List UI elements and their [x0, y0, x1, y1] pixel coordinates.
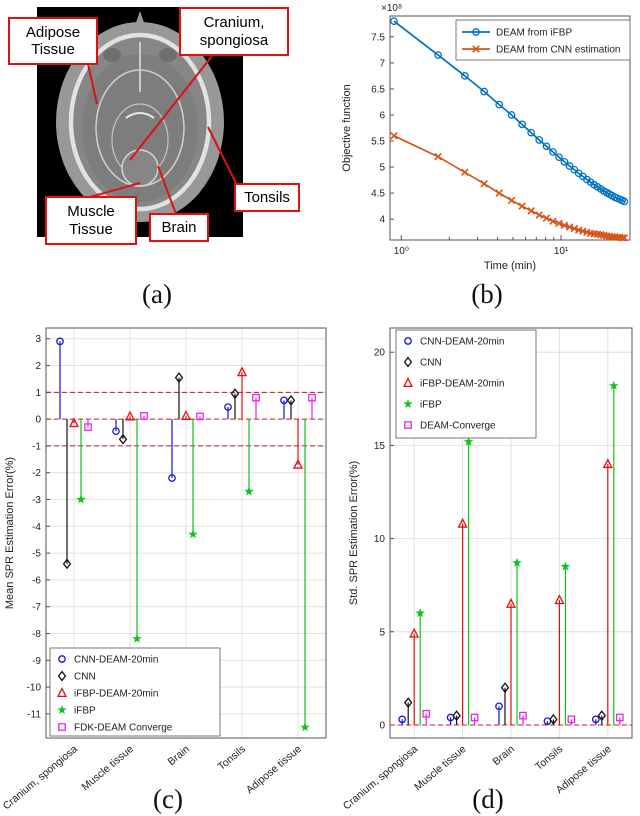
svg-text:0: 0	[379, 720, 385, 731]
callout-line-muscle	[89, 182, 141, 198]
svg-text:5: 5	[379, 627, 385, 638]
callout-line-tonsils	[207, 126, 238, 186]
svg-text:10: 10	[374, 534, 386, 545]
panel-a-ct-image: Adipose Tissue Cranium, spongiosa Muscle…	[0, 0, 320, 280]
cerebellum-contour	[121, 149, 159, 187]
svg-text:Brain: Brain	[165, 743, 192, 768]
svg-text:4: 4	[379, 215, 385, 226]
caption-b: (b)	[471, 279, 503, 309]
svg-text:-7: -7	[32, 602, 41, 613]
series-1	[390, 132, 629, 242]
svg-text:DEAM from iFBP: DEAM from iFBP	[496, 28, 572, 39]
svg-text:20: 20	[374, 348, 386, 359]
label-cranium-spongiosa: Cranium, spongiosa	[179, 7, 289, 56]
series-3	[415, 380, 619, 725]
svg-text:-3: -3	[32, 495, 41, 506]
series-2	[68, 366, 304, 469]
brain-region	[82, 54, 198, 202]
svg-text:-4: -4	[32, 522, 41, 533]
series-1	[403, 682, 607, 725]
axes: 0 5 10 15 20 Std. SPR Estimation Error(%)	[348, 327, 633, 739]
series-4	[84, 393, 316, 432]
panel-b-objective-chart: 4 4.5 5 5.5 6 6.5 7 7.5 10⁰ 10¹ ×10⁸ Time (min) Obje…	[341, 3, 631, 272]
svg-text:iFBP: iFBP	[420, 400, 442, 411]
svg-text:CNN-DEAM-20min: CNN-DEAM-20min	[420, 337, 504, 348]
svg-text:CNN: CNN	[420, 358, 442, 369]
series-2	[409, 458, 613, 725]
label-tonsils: Tonsils	[234, 183, 300, 212]
svg-text:FDK-DEAM Converge: FDK-DEAM Converge	[74, 723, 173, 734]
axes: 3 2 1 0 -1 -2 -3 -4 -5 -6 -7 -8 -9 -10 -11 Mean SPR Est…	[4, 327, 327, 739]
svg-text:-11: -11	[27, 709, 41, 720]
label-adipose-tissue: Adipose Tissue	[8, 17, 98, 65]
svg-text:0: 0	[35, 415, 41, 426]
svg-text:iFBP: iFBP	[74, 706, 96, 717]
svg-text:iFBP-DEAM-20min: iFBP-DEAM-20min	[420, 379, 504, 390]
legend: DEAM from iFBP DEAM from CNN estimation	[455, 19, 631, 61]
caption-c: (c)	[153, 784, 183, 814]
series-1	[62, 372, 296, 570]
callout-line-adipose	[87, 63, 98, 105]
svg-text:10¹: 10¹	[554, 246, 569, 257]
svg-text:15: 15	[374, 441, 386, 452]
svg-text:Tonsils: Tonsils	[216, 743, 248, 773]
svg-text:DEAM from CNN estimation: DEAM from CNN estimation	[496, 45, 620, 56]
svg-text:CNN: CNN	[74, 672, 96, 683]
svg-text:Std. SPR Estimation Error(%): Std. SPR Estimation Error(%)	[348, 461, 360, 605]
series-3	[76, 419, 310, 732]
label-brain: Brain	[149, 213, 209, 242]
svg-text:-6: -6	[32, 575, 41, 586]
panel-c-mean-error-chart: 3 2 1 0 -1 -2 -3 -4 -5 -6 -7 -8 -9 -10 -11 Mean SPR Est…	[1, 327, 327, 812]
svg-text:10⁰: 10⁰	[394, 246, 409, 257]
callout-line-brain	[157, 165, 177, 215]
svg-text:6.5: 6.5	[371, 84, 385, 95]
head-anatomy	[56, 11, 224, 222]
svg-text:×10⁸: ×10⁸	[381, 3, 402, 14]
svg-text:5.5: 5.5	[371, 137, 385, 148]
svg-text:7: 7	[379, 58, 385, 69]
caption-a: (a)	[142, 279, 172, 309]
ventricle-contour	[125, 112, 155, 119]
svg-text:Mean SPR Estimation Error(%): Mean SPR Estimation Error(%)	[4, 457, 16, 609]
svg-text:2: 2	[35, 361, 41, 372]
caption-d: (d)	[472, 784, 504, 814]
svg-text:3: 3	[35, 334, 41, 345]
svg-text:Cranium, spongiosa: Cranium, spongiosa	[1, 743, 80, 812]
legend: CNN-DEAM-20min CNN iFBP-DEAM-20min iFBP FDK-…	[49, 647, 221, 737]
svg-text:iFBP-DEAM-20min: iFBP-DEAM-20min	[74, 689, 158, 700]
svg-text:-8: -8	[32, 629, 41, 640]
svg-text:Adipose tissue: Adipose tissue	[244, 743, 304, 796]
callout-line-cranium	[129, 55, 213, 161]
svg-text:5: 5	[379, 163, 385, 174]
svg-text:-9: -9	[32, 656, 41, 667]
axes: 4 4.5 5 5.5 6 6.5 7 7.5 10⁰ 10¹ ×10⁸ Time (min) Obje…	[341, 3, 631, 272]
svg-text:4.5: 4.5	[371, 189, 385, 200]
svg-text:6: 6	[379, 110, 385, 121]
series-0	[390, 17, 629, 206]
svg-text:-1: -1	[32, 441, 41, 452]
svg-text:-5: -5	[32, 549, 41, 560]
svg-text:-10: -10	[27, 683, 42, 694]
svg-text:DEAM-Converge: DEAM-Converge	[420, 421, 496, 432]
series-4	[422, 709, 624, 725]
svg-text:-2: -2	[32, 468, 41, 479]
callout-lines	[87, 55, 238, 215]
svg-text:Objective function: Objective function	[341, 84, 353, 171]
svg-text:Cranium, spongiosa: Cranium, spongiosa	[341, 743, 420, 812]
svg-text:1: 1	[35, 388, 41, 399]
svg-text:7.5: 7.5	[371, 32, 385, 43]
svg-text:Time (min): Time (min)	[484, 260, 536, 272]
series-0	[56, 337, 288, 482]
legend: CNN-DEAM-20min CNN iFBP-DEAM-20min iFBP DEAM…	[395, 329, 537, 439]
panel-d-std-error-chart: 0 5 10 15 20 Std. SPR Estimation Error(%) Cran…	[341, 327, 633, 812]
label-muscle-tissue: Muscle Tissue	[45, 196, 137, 245]
series-0	[398, 702, 600, 726]
svg-text:CNN-DEAM-20min: CNN-DEAM-20min	[74, 655, 158, 666]
svg-text:Brain: Brain	[490, 743, 517, 768]
svg-text:Tonsils: Tonsils	[533, 743, 565, 773]
